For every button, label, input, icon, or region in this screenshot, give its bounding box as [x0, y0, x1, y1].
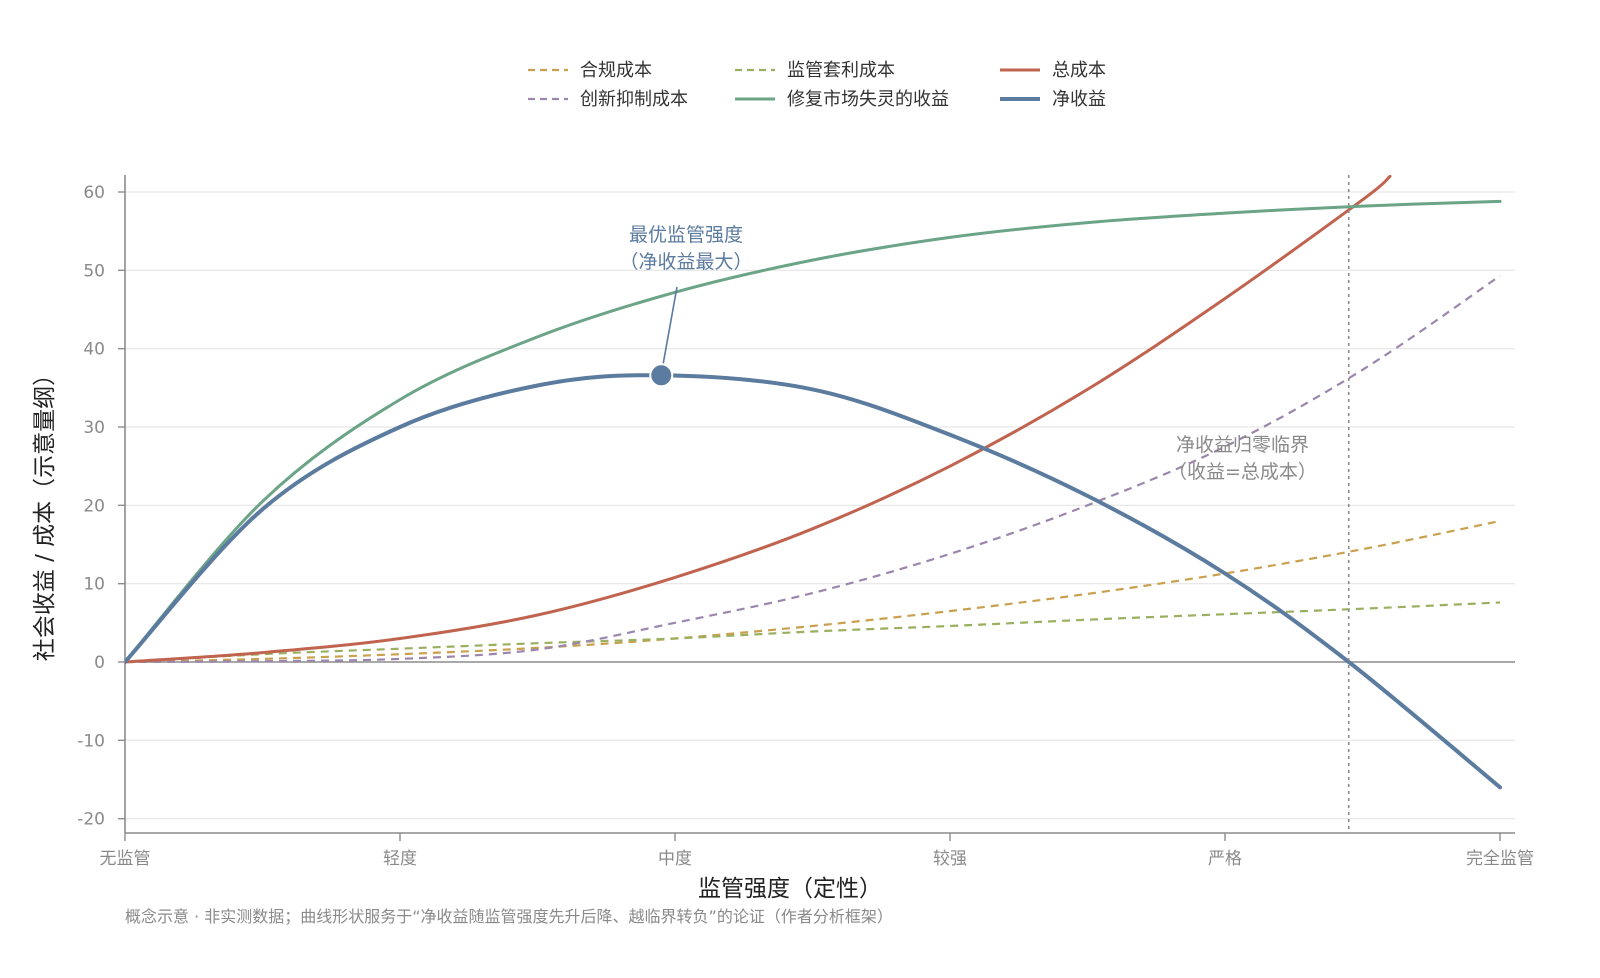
series	[125, 175, 1502, 790]
x-tick-label: 较强	[933, 849, 967, 869]
footnote: 概念示意 · 非实测数据；曲线形状服务于“净收益随监管强度先升后降、越临界转负”…	[125, 907, 893, 926]
y-tick-label: -10	[77, 731, 105, 751]
series-line	[125, 373, 1502, 790]
y-axis-title: 社会收益 / 成本（示意量纲）	[32, 363, 58, 661]
x-tick-label: 严格	[1208, 849, 1242, 869]
y-tick-label: 40	[83, 340, 105, 360]
series-line	[125, 601, 1501, 664]
legend-label: 总成本	[1052, 60, 1106, 81]
annotation-optimum-line2: （净收益最大）	[619, 251, 752, 273]
x-tick-label: 轻度	[383, 849, 417, 869]
legend-label: 净收益	[1052, 89, 1106, 110]
annotation-leader	[662, 286, 678, 364]
series-line	[125, 519, 1501, 664]
annotation-breakeven-line1: 净收益归零临界	[1176, 434, 1309, 456]
series-line	[125, 175, 1392, 664]
x-tick-label: 完全监管	[1466, 849, 1534, 869]
series-line	[125, 274, 1501, 664]
annotation-breakeven-line2: （收益=总成本）	[1168, 461, 1317, 483]
y-tick-label: 60	[83, 183, 105, 203]
legend-label: 修复市场失灵的收益	[787, 89, 949, 110]
legend-label: 创新抑制成本	[580, 89, 688, 110]
legend-label: 监管套利成本	[787, 60, 895, 81]
y-tick-label: 50	[83, 261, 105, 281]
series-line	[125, 199, 1502, 664]
y-tick-label: 20	[83, 496, 105, 516]
annotations: 最优监管强度 （净收益最大） 净收益归零临界 （收益=总成本）	[619, 175, 1350, 833]
legend-label: 合规成本	[580, 60, 652, 81]
y-tick-label: 30	[83, 418, 105, 438]
y-tick-label: 10	[83, 575, 105, 595]
x-tick-label: 中度	[658, 849, 692, 869]
x-tick-label: 无监管	[100, 849, 151, 869]
grid	[125, 191, 1515, 820]
x-axis-title: 监管强度（定性）	[698, 876, 882, 902]
y-tick-label: -20	[77, 810, 105, 830]
optimum-marker	[649, 363, 674, 388]
annotation-optimum-line1: 最优监管强度	[629, 224, 743, 246]
y-tick-label: 0	[94, 653, 105, 673]
axes: 60 50 40 30 20 10 0 -10 -20 无监管 轻度 中度 较强 严格 完全监管	[77, 175, 1534, 869]
